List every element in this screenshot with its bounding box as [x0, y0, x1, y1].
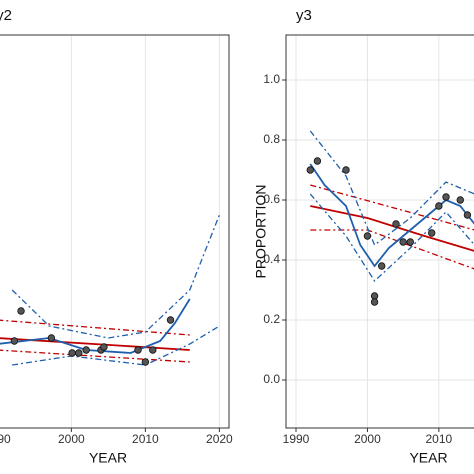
x-tick-label: 2000 — [58, 432, 85, 446]
data-point — [47, 334, 56, 342]
y-tick-label: 1.0 — [263, 72, 280, 86]
y-tick-label: 0.6 — [263, 192, 280, 206]
data-point — [363, 232, 372, 240]
plot-background — [0, 35, 229, 428]
trend-line — [310, 229, 474, 270]
data-point — [378, 262, 386, 270]
data-point — [392, 220, 400, 228]
data-point — [342, 166, 350, 174]
y-tick-label: 0.8 — [263, 132, 280, 146]
data-point — [17, 307, 25, 315]
data-point — [68, 349, 76, 357]
data-point — [313, 157, 322, 165]
plot-frame — [285, 34, 474, 429]
x-tick-label: 2020 — [206, 432, 233, 446]
panel-title: y3 — [296, 7, 312, 24]
x-tick-label: 1990 — [0, 432, 11, 446]
trend-line — [309, 130, 474, 247]
data-point — [100, 343, 108, 351]
y-axis-label: PROPORTION — [253, 185, 269, 279]
y-tick-label: 0.4 — [263, 252, 280, 266]
trend-line — [310, 184, 474, 231]
trend-line — [0, 349, 190, 363]
plot-frame — [0, 34, 230, 429]
y-tick-label: 0.0 — [263, 372, 280, 386]
trend-line — [0, 319, 190, 336]
data-point — [428, 229, 436, 237]
data-point — [399, 238, 407, 246]
data-point — [435, 202, 443, 210]
panel-title: y2 — [0, 7, 12, 24]
data-point — [134, 346, 142, 354]
data-point — [463, 211, 472, 219]
x-tick-label: 2010 — [132, 432, 159, 446]
data-point — [10, 337, 19, 345]
data-point — [442, 193, 450, 201]
data-point — [406, 238, 414, 246]
panel: 19902000201020200.00.20.40.60.81.0y3YEAR… — [253, 7, 474, 466]
data-point — [75, 349, 83, 357]
x-tick-label: 2000 — [354, 432, 381, 446]
x-tick-label: 1990 — [283, 432, 310, 446]
data-point — [149, 346, 157, 354]
plot-background — [286, 35, 474, 428]
trend-line — [11, 214, 220, 339]
data-point — [306, 166, 314, 174]
trend-line — [309, 193, 474, 283]
x-axis-label: YEAR — [89, 450, 127, 466]
y-tick-label: 0.2 — [263, 312, 280, 326]
data-point — [166, 316, 175, 324]
data-point — [82, 346, 90, 354]
panel: 1990 2000 2010 2020 y2 YEAR — [0, 7, 233, 466]
data-point — [141, 358, 150, 366]
x-tick-label: 2010 — [426, 432, 453, 446]
data-point — [370, 298, 379, 306]
trend-line — [309, 163, 474, 268]
data-point — [456, 196, 464, 204]
x-axis-label: YEAR — [409, 450, 447, 466]
